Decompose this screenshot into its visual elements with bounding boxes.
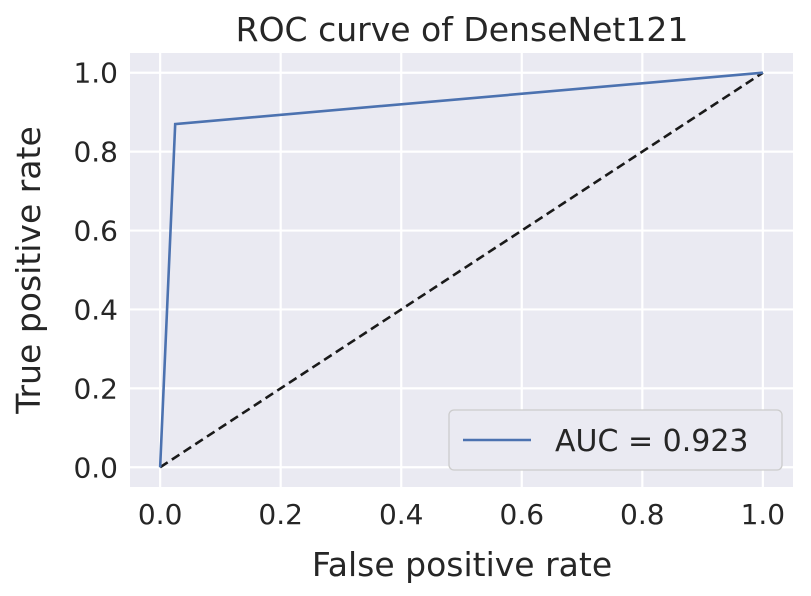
- legend-label: AUC = 0.923: [555, 424, 749, 459]
- y-tick-label: 1.0: [73, 57, 118, 90]
- chance-diagonal-line: [159, 71, 764, 469]
- y-tick-label: 0.6: [73, 215, 118, 248]
- x-tick-label: 0.4: [379, 498, 424, 531]
- y-tick-labels: 0.0 0.2 0.4 0.6 0.8 1.0: [73, 57, 118, 485]
- roc-curve-line: [158, 71, 763, 468]
- y-tick-label: 0.4: [73, 293, 118, 326]
- legend-box: [448, 409, 783, 471]
- grid-lines: [130, 53, 793, 487]
- x-tick-label: 0.8: [620, 498, 665, 531]
- chart-title: ROC curve of DenseNet121: [236, 10, 689, 49]
- y-axis-label: True positive rate: [9, 126, 48, 415]
- y-tick-label: 0.0: [73, 451, 118, 484]
- x-tick-labels: 0.0 0.2 0.4 0.6 0.8 1.0: [138, 498, 785, 531]
- x-tick-label: 0.0: [138, 498, 183, 531]
- legend: AUC = 0.923: [448, 409, 783, 471]
- x-tick-label: 0.6: [500, 498, 545, 531]
- x-tick-label: 1.0: [741, 498, 786, 531]
- x-tick-label: 0.2: [258, 498, 303, 531]
- y-tick-label: 0.2: [73, 372, 118, 405]
- y-tick-label: 0.8: [73, 136, 118, 169]
- x-axis-label: False positive rate: [312, 545, 612, 584]
